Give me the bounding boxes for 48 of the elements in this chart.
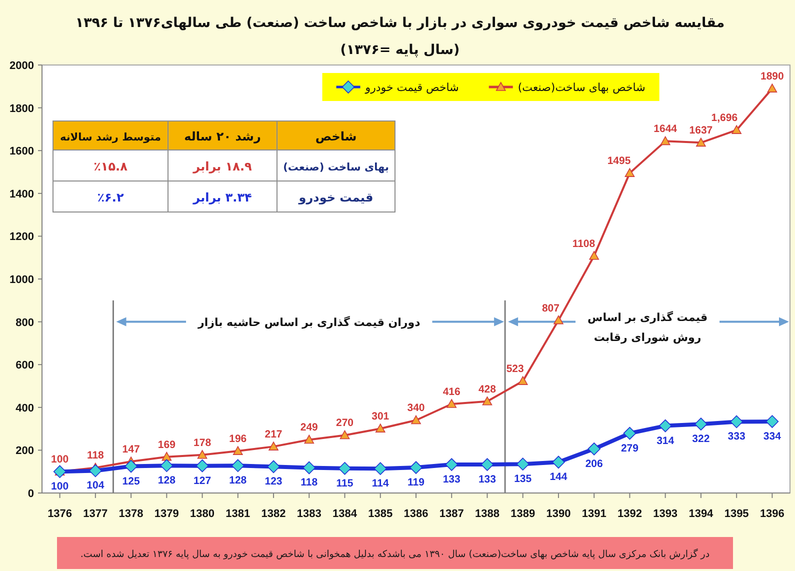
x-tick-label: 1391 [582, 508, 606, 520]
x-tick-label: 1393 [653, 508, 678, 520]
x-tick-label: 1383 [296, 508, 322, 520]
annotation: قیمت خودرو [298, 190, 374, 204]
y-tick-label: 1200 [10, 231, 34, 244]
annotation: قیمت گذاری بر اساس روش شورای رقابت [588, 310, 708, 344]
y-tick-label: 1600 [10, 146, 34, 158]
x-tick-label: 1386 [404, 508, 428, 520]
x-tick-label: 1382 [261, 508, 286, 520]
x-tick-label: 1388 [475, 508, 500, 520]
y-tick-label: 600 [16, 360, 34, 372]
annotation: متوسط رشد سالانه [60, 132, 162, 144]
x-tick-label: 1392 [617, 508, 642, 520]
annotation: رشد ۲۰ ساله [184, 130, 261, 144]
x-tick-label: 1389 [510, 508, 536, 520]
footnote: در گزارش بانک مرکزی سال پایه شاخص بهای ساخت(صنعت) سال ۱۳۹۰ می باشدکه بدلیل همخوانی با شاخص قیمت خودرو به سال پایه ۱۳۷۶ تعدیل شده است. [57, 537, 733, 569]
legend-label: شاخص بهای ساخت(صنعت) [518, 81, 646, 94]
y-tick-label: 1400 [10, 188, 34, 200]
annotation: دوران قیمت گذاری بر اساس حاشیه بازار [197, 316, 421, 329]
x-tick-label: 1394 [688, 508, 714, 520]
y-tick-label: 800 [16, 316, 34, 329]
x-tick-label: 1390 [546, 508, 571, 520]
x-tick-label: 1379 [154, 508, 179, 520]
y-tick-label: 400 [16, 402, 34, 414]
x-tick-label: 1384 [332, 508, 357, 520]
y-tick-label: 1000 [10, 274, 34, 286]
y-tick-label: 2000 [10, 60, 34, 72]
x-tick-label: 1381 [226, 508, 250, 520]
y-tick-label: 200 [16, 445, 34, 458]
annotation: شاخص [315, 130, 357, 144]
annotation: ۱۸.۹ برابر [192, 160, 253, 174]
x-tick-label: 1380 [190, 508, 215, 520]
y-tick-label: 0 [28, 488, 34, 500]
x-tick-label: 1387 [439, 508, 464, 520]
annotation: ۳.۳۴ برابر [192, 190, 252, 204]
x-tick-label: 1396 [760, 508, 784, 520]
x-tick-label: 1385 [368, 508, 393, 520]
annotation: بهای ساخت (صنعت) [283, 162, 389, 174]
legend-label: شاخص قیمت خودرو [364, 81, 459, 94]
title: مقایسه شاخص قیمت خودروی سواری در بازار با شاخص ساخت (صنعت) طی سالهای۱۳۷۶ تا ۱۳۹۶ [75, 15, 725, 31]
x-tick-label: 1395 [724, 508, 749, 520]
annotation: ٪۶.۲ [97, 190, 124, 204]
y-tick-label: 1800 [10, 102, 34, 115]
x-tick-label: 1377 [83, 508, 108, 520]
annotation: ٪۱۵.۸ [94, 160, 128, 174]
x-tick-label: 1376 [48, 508, 72, 520]
x-tick-label: 1378 [118, 508, 144, 520]
subtitle: (سال پایه =۱۳۷۶) [340, 42, 460, 58]
